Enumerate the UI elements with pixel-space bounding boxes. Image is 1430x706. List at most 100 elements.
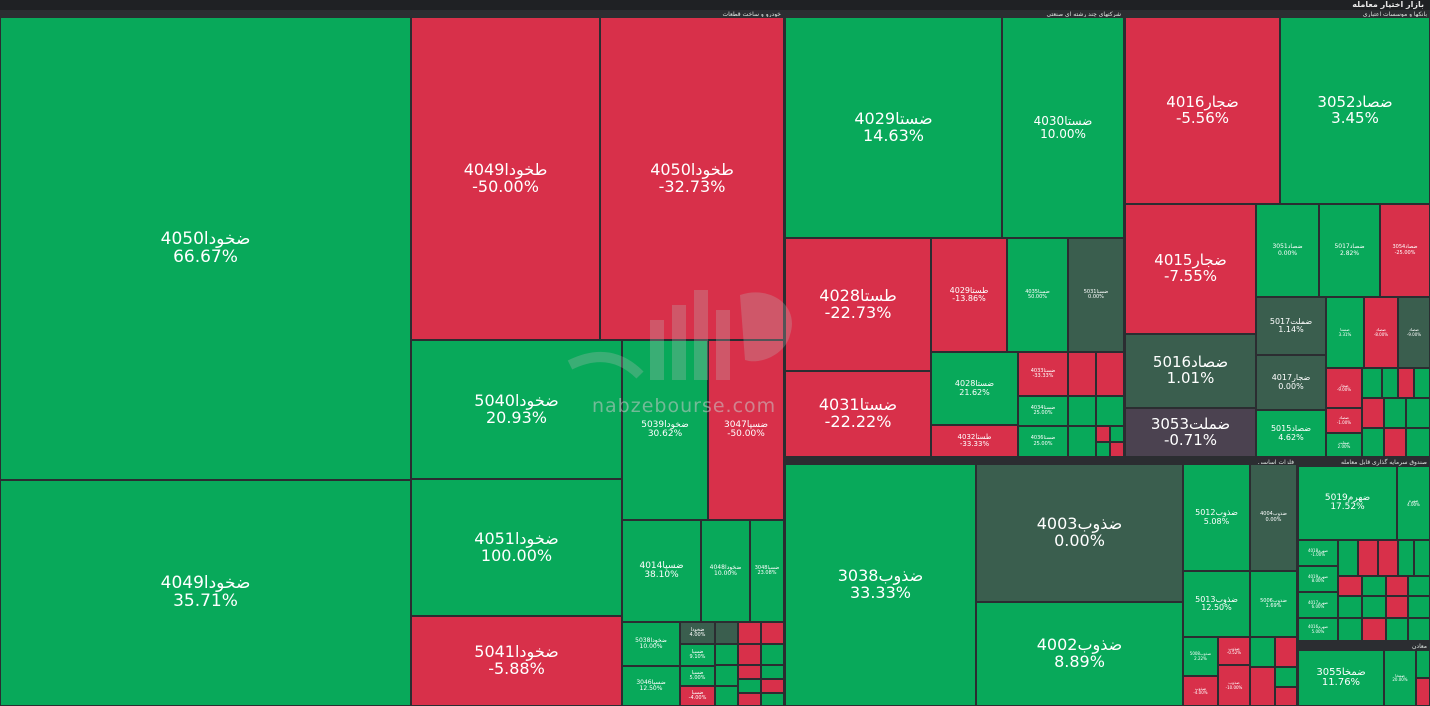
minor-stock-tile[interactable] — [1110, 426, 1124, 442]
minor-stock-tile[interactable] — [1275, 637, 1297, 667]
stock-tile[interactable]: ضستا4028 21.62% — [931, 352, 1018, 425]
stock-tile[interactable]: ضستا4029 14.63% — [785, 17, 1002, 238]
stock-tile[interactable]: ضسپا4014 38.10% — [622, 520, 701, 622]
stock-tile[interactable]: ضذوب -4.00% — [1183, 676, 1218, 706]
minor-stock-tile[interactable] — [1362, 596, 1386, 618]
minor-stock-tile[interactable] — [1275, 667, 1297, 687]
minor-stock-tile[interactable] — [1416, 678, 1430, 706]
minor-stock-tile[interactable] — [1250, 637, 1275, 667]
minor-stock-tile[interactable] — [1386, 618, 1408, 641]
minor-stock-tile[interactable] — [1384, 398, 1406, 428]
minor-stock-tile[interactable] — [715, 665, 738, 686]
stock-tile[interactable]: ضستا4031 -22.22% — [785, 371, 931, 457]
minor-stock-tile[interactable] — [738, 693, 761, 706]
minor-stock-tile[interactable] — [1338, 618, 1362, 641]
minor-stock-tile[interactable] — [761, 679, 784, 693]
minor-stock-tile[interactable] — [738, 622, 761, 644]
minor-stock-tile[interactable] — [1408, 596, 1430, 618]
stock-tile[interactable]: ضذوب5008 2.22% — [1183, 637, 1218, 676]
minor-stock-tile[interactable] — [1386, 596, 1408, 618]
stock-tile[interactable]: ضستا4034 25.00% — [1018, 396, 1068, 426]
minor-stock-tile[interactable] — [738, 644, 761, 665]
minor-stock-tile[interactable] — [1338, 576, 1362, 596]
stock-tile[interactable]: ضسپا3047 -50.00% — [708, 340, 784, 520]
stock-tile[interactable]: ضهرم4017 6.00% — [1298, 592, 1338, 618]
minor-stock-tile[interactable] — [1250, 667, 1275, 706]
stock-tile[interactable]: طستا4028 -22.73% — [785, 238, 931, 371]
minor-stock-tile[interactable] — [738, 665, 761, 679]
stock-tile[interactable]: ضسپا -4.00% — [680, 686, 715, 706]
stock-tile[interactable]: ضذوب4002 8.89% — [976, 602, 1183, 706]
stock-tile[interactable]: ضصاد -8.00% — [1364, 297, 1398, 368]
minor-stock-tile[interactable] — [1362, 368, 1382, 398]
minor-stock-tile[interactable] — [1406, 398, 1430, 428]
minor-stock-tile[interactable] — [1358, 540, 1378, 576]
minor-stock-tile[interactable] — [1096, 426, 1110, 442]
minor-stock-tile[interactable] — [1416, 650, 1430, 678]
minor-stock-tile[interactable] — [1068, 396, 1096, 426]
stock-tile[interactable]: ضصاد3051 0.00% — [1256, 204, 1319, 297]
stock-tile[interactable]: ضسپا 5.00% — [680, 666, 715, 686]
stock-tile[interactable]: ضخودا4048 10.00% — [701, 520, 750, 622]
minor-stock-tile[interactable] — [1096, 396, 1124, 426]
stock-tile[interactable]: ضهرم5019 17.52% — [1298, 466, 1397, 540]
minor-stock-tile[interactable] — [1096, 442, 1110, 457]
minor-stock-tile[interactable] — [761, 693, 784, 706]
minor-stock-tile[interactable] — [715, 686, 738, 706]
stock-tile[interactable]: ضستا4036 25.00% — [1018, 426, 1068, 457]
minor-stock-tile[interactable] — [1414, 540, 1430, 576]
stock-tile[interactable]: ضستا4035 50.00% — [1007, 238, 1068, 352]
stock-tile[interactable]: ضملت 2.00% — [1326, 433, 1362, 457]
minor-stock-tile[interactable] — [761, 644, 784, 665]
stock-tile[interactable]: ضصاد5016 1.01% — [1125, 334, 1256, 408]
stock-tile[interactable]: ضذوب3038 33.33% — [785, 464, 976, 706]
minor-stock-tile[interactable] — [1414, 368, 1430, 398]
stock-tile[interactable]: ضصاد -9.00% — [1398, 297, 1430, 368]
minor-stock-tile[interactable] — [1096, 352, 1124, 396]
minor-stock-tile[interactable] — [1408, 576, 1430, 596]
stock-tile[interactable]: ضستا 3.31% — [1326, 297, 1364, 368]
minor-stock-tile[interactable] — [1275, 687, 1297, 706]
minor-stock-tile[interactable] — [1398, 368, 1414, 398]
minor-stock-tile[interactable] — [1362, 576, 1386, 596]
stock-tile[interactable]: ضجار4016 -5.56% — [1125, 17, 1280, 204]
stock-tile[interactable]: ضصاد5017 2.82% — [1319, 204, 1380, 297]
stock-tile[interactable]: ضصاد5015 4.62% — [1256, 410, 1326, 457]
stock-tile[interactable]: ضخودا4049 35.71% — [0, 480, 411, 706]
minor-stock-tile[interactable] — [1384, 428, 1406, 457]
minor-stock-tile[interactable] — [1382, 368, 1398, 398]
minor-stock-tile[interactable] — [1386, 576, 1408, 596]
minor-stock-tile[interactable] — [738, 679, 761, 693]
stock-tile[interactable]: ضخودا5041 -5.88% — [411, 616, 622, 706]
minor-stock-tile[interactable] — [1362, 398, 1384, 428]
stock-tile[interactable]: طستا4032 -33.33% — [931, 425, 1018, 457]
stock-tile[interactable]: ضسپا 9.10% — [680, 644, 715, 666]
stock-tile[interactable]: ضستا4030 10.00% — [1002, 17, 1124, 238]
minor-stock-tile[interactable] — [1068, 426, 1096, 457]
stock-tile[interactable]: ضجار4015 -7.55% — [1125, 204, 1256, 334]
stock-tile[interactable]: ضهرم4018 -1.00% — [1298, 540, 1338, 566]
stock-tile[interactable]: طستا4029 -13.86% — [931, 238, 1007, 352]
stock-tile[interactable]: ضذوب5013 12.50% — [1183, 571, 1250, 637]
minor-stock-tile[interactable] — [1398, 540, 1414, 576]
minor-stock-tile[interactable] — [1408, 618, 1430, 641]
stock-tile[interactable]: ضجار -9.00% — [1326, 368, 1362, 408]
minor-stock-tile[interactable] — [715, 644, 738, 665]
minor-stock-tile[interactable] — [1378, 540, 1398, 576]
stock-tile[interactable]: ضخودا5039 30.62% — [622, 340, 708, 520]
minor-stock-tile[interactable] — [761, 665, 784, 679]
stock-tile[interactable]: ضخودا4051 100.00% — [411, 479, 622, 616]
minor-stock-tile[interactable] — [1406, 428, 1430, 457]
stock-tile[interactable]: ضذوب5006 1.69% — [1250, 571, 1297, 637]
stock-tile[interactable]: ضستا5031 0.00% — [1068, 238, 1124, 352]
minor-stock-tile[interactable] — [761, 622, 784, 644]
minor-stock-tile[interactable] — [1338, 596, 1362, 618]
stock-tile[interactable]: طخودا4050 -32.73% — [600, 17, 784, 340]
stock-tile[interactable]: ضذوب5012 5.08% — [1183, 464, 1250, 571]
stock-tile[interactable]: ضصاد -1.00% — [1326, 408, 1362, 433]
stock-tile[interactable]: ضخودا5038 10.00% — [622, 622, 680, 666]
stock-tile[interactable]: ضهرم4019 8.00% — [1298, 566, 1338, 592]
stock-tile[interactable]: ضملت5017 1.14% — [1256, 297, 1326, 355]
minor-stock-tile[interactable] — [1110, 442, 1124, 457]
stock-tile[interactable]: ضخودا 4.00% — [680, 622, 715, 644]
